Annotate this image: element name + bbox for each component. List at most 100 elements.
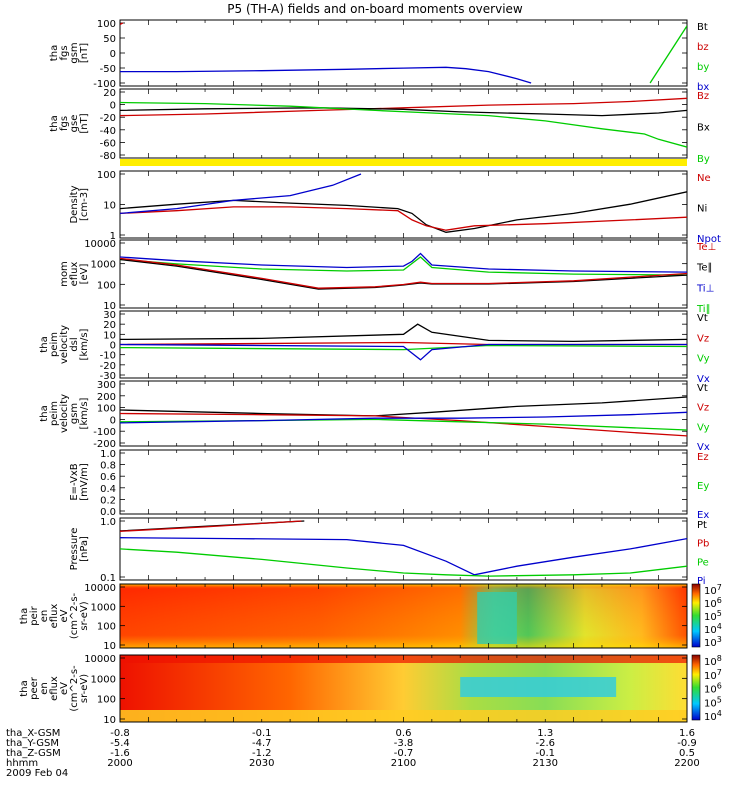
y-axis-label-line: eV [59,609,70,622]
series-Bz [120,97,687,117]
y-tick-label: 10 [103,330,116,341]
x-axis-value: -1.6 [110,748,130,759]
y-axis-label: tha fgs gsm [nT] [49,42,90,63]
spectrogram-shading [120,584,687,648]
y-axis-label: Pressure [nPa] [69,528,90,571]
y-axis-label: Density [cm-3] [69,185,90,223]
panel-3: 100 10 1 Density [cm-3] Ne Ni Npot [69,170,721,245]
legend-Ex: Ex [697,510,709,521]
colorbar-tick-exponent: 5 [717,609,722,618]
panel-9: 10000 1000 100 10 tha peir en eflux eV (cm^2-s-sr… [19,583,688,652]
legend-Vy: Vy [697,422,710,433]
y-tick-label: -20 [100,361,116,372]
panel-8: 1.0 0.1 Pressure [nPa] Pt Pb Pe Pi [69,517,709,587]
y-axis-label-line: tha [49,45,60,61]
y-axis-label-line: peir [29,605,40,625]
y-axis-label-line: [nPa] [79,536,90,562]
legend-Vx: Vx [697,374,710,385]
colorbar-tick-exponent: 7 [717,668,722,677]
x-axis-value: 1.6 [679,728,695,739]
legend-Ti∥: Ti∥ [696,304,711,315]
y-axis-label: E=-VxB [mV/m] [69,463,90,501]
colorbar-tick-exponent: 6 [717,682,722,691]
y-tick-label: -200 [93,439,116,450]
spectrogram-cold-region [460,677,617,697]
y-tick-label: 0 [110,415,116,426]
x-axis-value: -5.4 [110,738,130,749]
legend-Ez: Ez [697,452,709,463]
y-tick-label: 1000 [91,260,116,271]
panel-frame [119,19,688,87]
y-tick-label: -100 [93,79,116,90]
x-axis-row-label: tha_Y-GSM [6,738,59,749]
x-axis-value: -2.6 [535,738,555,749]
y-axis-label-line: tha [39,405,50,421]
colorbar-tick-label: 104 [704,709,722,723]
colorbar-tick-label: 103 [704,635,722,649]
legend-Vz: Vz [697,333,709,344]
y-axis-label: tha peir en eflux eV (cm^2-s-sr-eV) [19,592,90,639]
series-Vy [120,344,687,351]
legend-Te∥: Te∥ [696,263,713,274]
x-axis-labels: tha_X-GSMtha_Y-GSMtha_Z-GSMhhmm-0.8-5.4-… [6,728,700,769]
x-axis-value: -0.9 [677,738,697,749]
y-tick-label: -50 [100,64,116,75]
x-axis-row-label: tha_Z-GSM [6,748,61,759]
legend-Te⊥: Te⊥ [696,242,716,253]
series-Vx [120,343,687,361]
legend-Pe: Pe [697,557,709,568]
series-by [649,25,687,84]
y-axis-label: tha peim velocity gsm [km/s] [39,394,90,433]
colorbar-tick-exponent: 4 [717,622,722,631]
colorbar-ion-gradient [691,583,701,648]
y-axis-label-line: en [39,682,50,695]
colorbar-tick-label: 105 [704,609,722,623]
y-tick-label: -80 [100,151,116,162]
y-tick-label: 0 [110,49,116,60]
y-tick-label: 0.4 [100,484,116,495]
spectrogram-cold-region [477,592,517,644]
colorbar-tick-label: 108 [704,654,722,668]
panel-2: 20 0-20 -40-60 -80 tha fgs gse [nT] Bz Bx By [49,88,710,165]
series-Te⊥ [120,257,687,289]
y-tick-label: 0.2 [100,495,116,506]
x-axis-value: 0.5 [679,748,695,759]
y-axis-label-line: (cm^2-s- [69,665,80,712]
y-axis-label-line: sr-eV) [79,674,90,703]
colorbar-tick-label: 106 [704,596,722,610]
y-axis-label: tha peer en eflux eV (cm^2-s-sr-eV) [19,665,90,712]
y-tick-label: 10 [103,641,116,652]
y-axis-label-line: [nT] [79,113,90,133]
panel-10: 10000 1000 100 10 tha peer en eflux eV (cm^2-s-sr… [19,654,688,726]
legend-Bx: Bx [697,123,710,134]
x-axis-value: 2130 [533,758,558,769]
x-axis-value: -0.7 [394,748,414,759]
x-axis-value: -0.1 [252,728,272,739]
y-axis-label-line: [km/s] [79,397,90,429]
y-axis-label-line: peer [29,676,40,700]
colorbar-tick-exponent: 3 [717,635,722,644]
colorbar-tick-label: 105 [704,695,722,709]
x-axis-row-label: hhmm [6,758,38,769]
y-tick-label: 1000 [91,602,116,613]
colorbar-tick-exponent: 6 [717,596,722,605]
series-By [120,101,687,148]
legend-Ni: Ni [697,204,707,215]
y-axis-label-line: fgs [59,116,70,131]
y-axis-label: tha peim velocity dsl [km/s] [39,325,90,364]
series-Ti⊥ [120,252,687,273]
y-tick-label: 10000 [84,583,116,594]
series-Vx [120,411,687,424]
series-Ne [120,206,687,231]
y-axis-label: mom eflux [eV] [59,261,90,287]
y-tick-label: 100 [97,695,116,706]
y-tick-label: 100 [97,19,116,30]
y-axis-label-line: [mV/m] [79,463,90,501]
legend-Pb: Pb [697,539,709,550]
y-tick-label: -10 [100,351,116,362]
legend-by: by [697,62,709,73]
y-tick-label: 1000 [91,674,116,685]
y-tick-label: 20 [103,320,116,331]
y-axis-label-line: en [39,610,50,623]
y-tick-label: 100 [97,280,116,291]
